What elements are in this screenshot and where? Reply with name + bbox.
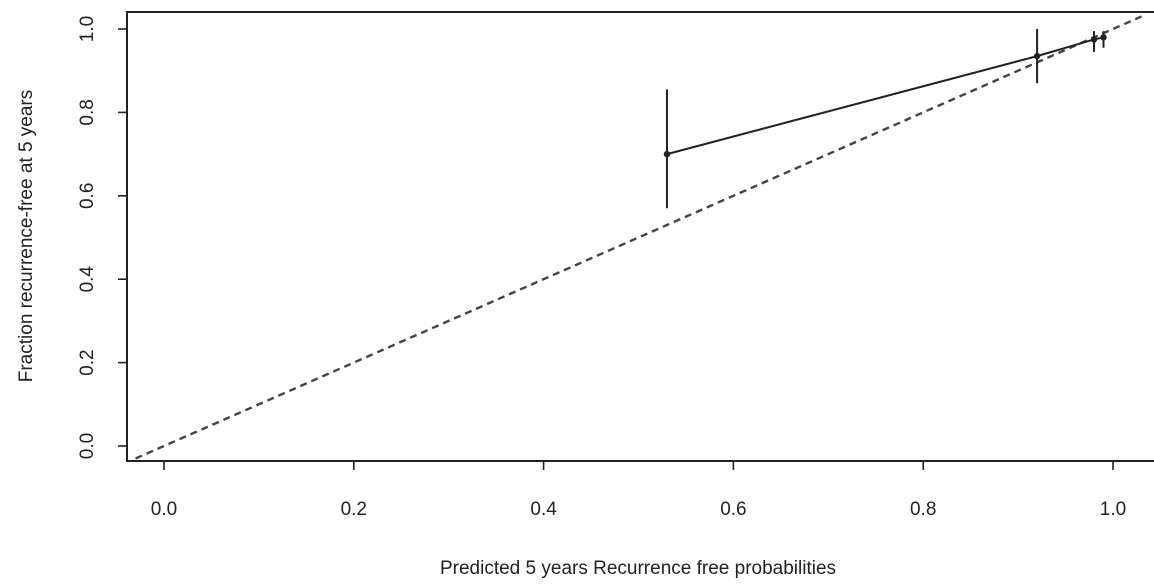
y-tick-label: 0.8 [77, 99, 98, 125]
y-tick-label: 0.6 [77, 183, 98, 209]
x-tick-label: 0.0 [151, 499, 177, 520]
x-tick-label: 0.6 [720, 499, 746, 520]
y-tick-label: 0.0 [77, 433, 98, 459]
data-point [1090, 36, 1098, 43]
x-tick-label: 0.4 [530, 499, 557, 520]
data-point [663, 150, 671, 158]
reference-diagonal-line [135, 15, 1142, 460]
x-tick-label: 1.0 [1100, 499, 1126, 520]
x-axis: 0.0 0.2 0.4 0.6 0.8 1.0 [151, 461, 1126, 520]
plot-marks [135, 15, 1142, 460]
data-point [1100, 34, 1107, 41]
x-tick-label: 0.8 [910, 499, 936, 520]
calibration-line [666, 36, 1104, 156]
plot-frame [126, 11, 1154, 462]
x-axis-title: Predicted 5 years Recurrence free probab… [440, 558, 836, 579]
data-point [1033, 52, 1041, 60]
y-tick-label: 1.0 [77, 16, 98, 42]
y-axis: 0.0 0.2 0.4 0.6 0.8 1.0 [77, 16, 127, 459]
y-tick-label: 0.2 [77, 349, 98, 375]
x-tick-label: 0.2 [341, 499, 367, 520]
y-tick-label: 0.4 [77, 266, 98, 293]
y-axis-title: Fraction recurrence-free at 5 years [16, 90, 37, 383]
